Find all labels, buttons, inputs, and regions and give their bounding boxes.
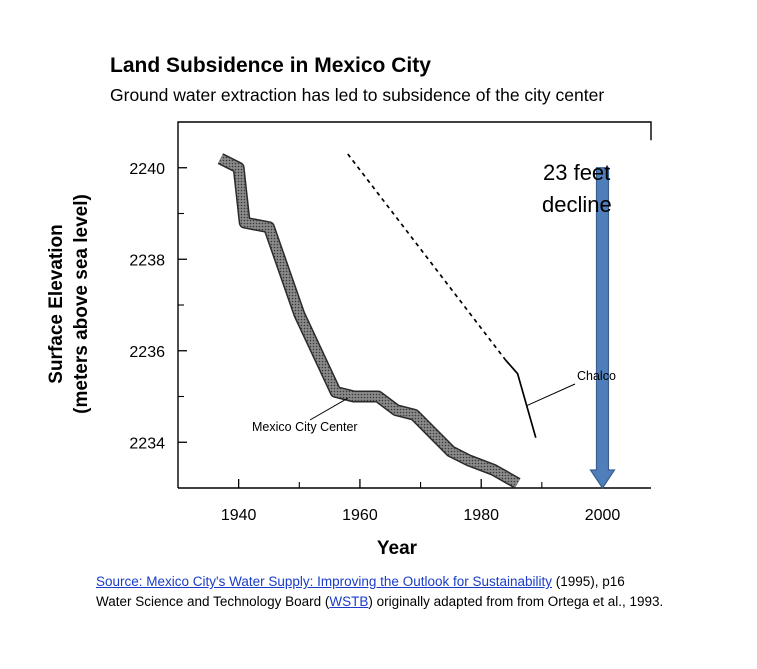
series-mexico-city-center-outline [217,153,521,489]
y-tick-label-2236: 2236 [129,344,165,361]
source-year: (1995), p16 [552,574,625,589]
leader-chalco [526,383,576,407]
source-line-2: Water Science and Technology Board (WSTB… [96,592,663,612]
source-adapted: ) originally adapted from from Ortega et… [368,594,664,609]
y-axis-title-line1: Surface Elevation [46,224,67,383]
annotation-line2: decline [542,192,612,217]
annotation-line1: 23 feet [543,160,610,185]
source-citation: Source: Mexico City's Water Supply: Impr… [96,572,663,612]
y-tick-label-2238: 2238 [129,252,165,269]
series-label-chalco: Chalco [577,369,616,383]
series-label-mexico-city-center: Mexico City Center [252,420,358,434]
chart-title: Land Subsidence in Mexico City [110,54,431,77]
x-tick-label-1980: 1980 [463,507,499,524]
y-tick-label-2234: 2234 [129,435,165,452]
x-tick-label-1960: 1960 [342,507,378,524]
decline-arrow [589,167,616,490]
leader-mexico-city-center [309,397,349,421]
series-chalco-dashed [347,153,507,361]
y-axis-title-line2: (meters above sea level) [71,194,92,414]
series-mexico-city-center [218,154,520,488]
series-chalco-solid [504,359,537,438]
x-tick-label-2000: 2000 [585,507,621,524]
x-tick-label-1940: 1940 [221,507,257,524]
source-line-1: Source: Mexico City's Water Supply: Impr… [96,572,663,592]
chart-subtitle: Ground water extraction has led to subsi… [110,85,605,105]
wstb-link[interactable]: WSTB [329,594,369,609]
source-board: Water Science and Technology Board ( [96,594,330,609]
y-tick-label-2240: 2240 [129,161,165,178]
x-axis-title: Year [377,538,418,559]
source-link[interactable]: Source: Mexico City's Water Supply: Impr… [96,574,553,589]
